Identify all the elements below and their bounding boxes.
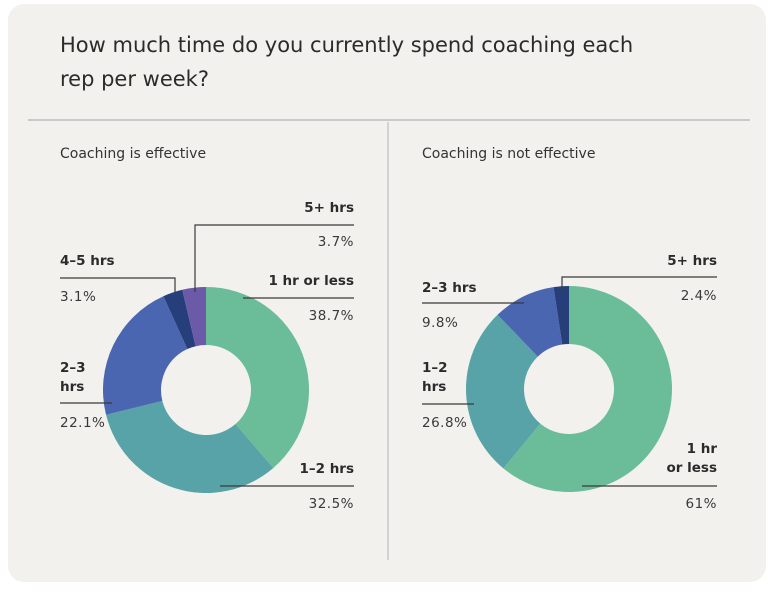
leader-5plus [194,224,354,292]
label-1hr: 1 hr or less [667,441,718,476]
slice-1-hr-or-less [503,286,672,492]
leader-5plus [561,276,717,290]
pct-5plus: 3.7% [318,234,354,250]
label-2-3: 2–3 hrs [60,360,86,395]
subtitle-not-effective: Coaching is not effective [422,146,595,162]
label-2-3: 2–3 hrs [422,280,477,296]
label-5plus: 5+ hrs [667,253,717,269]
chart-title-line2: rep per week? [60,67,209,91]
label-5plus: 5+ hrs [304,200,354,216]
donut-effective [102,286,310,494]
labels-effective: 5+ hrs 3.7% 1 hr or less 38.7% 1–2 hrs 3… [60,200,354,512]
chart-title-line1: How much time do you currently spend coa… [60,33,633,57]
slice-1-2-hrs [466,314,541,469]
slice-1-2-hrs [106,400,274,494]
pct-1hr: 38.7% [309,308,354,324]
subtitle-effective: Coaching is effective [60,146,206,162]
labels-not-effective: 5+ hrs 2.4% 2–3 hrs 9.8% 1–2 hrs 26.8% 1 … [422,253,717,512]
pct-1-2: 32.5% [309,496,354,512]
slice-5-hrs [182,287,206,347]
label-1hr: 1 hr or less [268,273,354,289]
pct-2-3: 22.1% [60,415,105,431]
slice-1-hr-or-less [206,286,310,468]
slice-2-3-hrs [497,287,563,357]
pct-1hr: 61% [685,496,717,512]
label-1-2: 1–2 hrs [299,461,354,477]
pct-1-2: 26.8% [422,415,467,431]
slice-2-3-hrs [102,296,188,415]
label-4-5: 4–5 hrs [60,253,115,269]
donut-not-effective [466,286,672,492]
pct-4-5: 3.1% [60,289,96,305]
leader-4-5 [60,277,176,292]
slice-4-5-hrs [163,289,196,350]
label-1-2: 1–2 hrs [422,360,448,395]
slice-5-hrs [553,286,569,345]
pct-2-3: 9.8% [422,315,458,331]
pct-5plus: 2.4% [681,288,717,304]
